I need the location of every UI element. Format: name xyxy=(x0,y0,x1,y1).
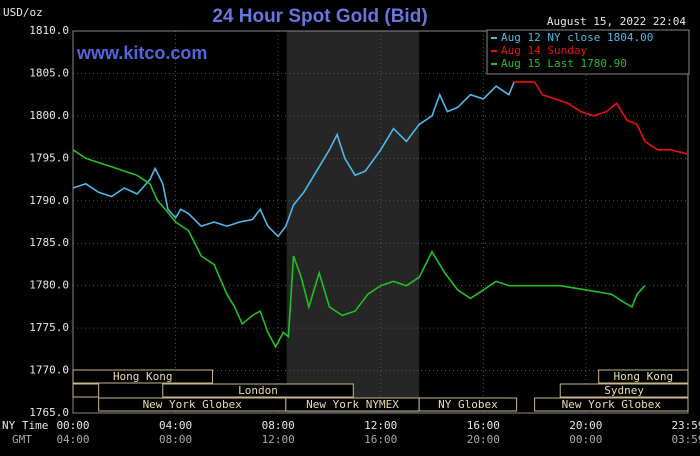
x-tick-label: 00:00 xyxy=(56,419,89,432)
watermark: www.kitco.com xyxy=(76,43,207,63)
x-tick-label: 23:59 xyxy=(671,419,700,432)
session-box xyxy=(559,383,689,398)
legend-label: Aug 15 Last 1780.90 xyxy=(501,57,627,70)
y-tick-label: 1775.0 xyxy=(29,321,69,334)
x2-tick-label: 12:00 xyxy=(262,433,295,446)
x2-tick-label: 20:00 xyxy=(467,433,500,446)
x-tick-label: 12:00 xyxy=(364,419,397,432)
session-box xyxy=(418,397,518,412)
session-label: Hong Kong xyxy=(614,370,674,383)
session-label: NY Globex xyxy=(438,398,498,411)
session-label: New York Globex xyxy=(143,398,243,411)
session-label: London xyxy=(238,384,278,397)
x-tick-label: 08:00 xyxy=(262,419,295,432)
y-tick-label: 1790.0 xyxy=(29,194,69,207)
legend-label: Aug 12 NY close 1804.00 xyxy=(501,31,653,44)
session-label: New York Globex xyxy=(562,398,662,411)
x-tick-label: 04:00 xyxy=(159,419,192,432)
session-box xyxy=(598,369,689,384)
y-tick-label: 1805.0 xyxy=(29,66,69,79)
x-axis-label: NY Time xyxy=(2,419,48,432)
session-box xyxy=(72,383,100,398)
session-label: New York NYMEX xyxy=(306,398,399,411)
x2-tick-label: 16:00 xyxy=(364,433,397,446)
y-tick-label: 1795.0 xyxy=(29,151,69,164)
x2-tick-label: 03:59 xyxy=(671,433,700,446)
legend-box xyxy=(486,29,690,75)
plot-border xyxy=(72,30,689,414)
x2-axis-label: GMT xyxy=(12,433,32,446)
y-axis-label: USD/oz xyxy=(3,6,43,19)
series-line xyxy=(72,149,646,349)
legend-label: Aug 14 Sunday xyxy=(501,44,587,57)
x2-tick-label: 08:00 xyxy=(159,433,192,446)
y-tick-label: 1770.0 xyxy=(29,364,69,377)
session-label: Sydney xyxy=(604,384,644,397)
chart-title: 24 Hour Spot Gold (Bid) xyxy=(212,6,427,27)
session-box xyxy=(534,397,689,412)
shaded-region xyxy=(286,31,420,413)
session-box xyxy=(72,369,213,384)
session-label: Hong Kong xyxy=(113,370,173,383)
x-tick-label: 20:00 xyxy=(569,419,602,432)
y-tick-label: 1785.0 xyxy=(29,236,69,249)
y-tick-label: 1810.0 xyxy=(29,24,69,37)
y-tick-label: 1800.0 xyxy=(29,109,69,122)
x2-tick-label: 04:00 xyxy=(56,433,89,446)
session-box xyxy=(162,383,354,398)
y-tick-label: 1780.0 xyxy=(29,279,69,292)
x2-tick-label: 00:00 xyxy=(569,433,602,446)
chart-subtitle: August 15, 2022 22:04 xyxy=(547,15,686,28)
series-line xyxy=(72,81,515,238)
x-tick-label: 16:00 xyxy=(467,419,500,432)
y-tick-label: 1765.0 xyxy=(29,406,69,419)
series-line xyxy=(514,81,689,155)
